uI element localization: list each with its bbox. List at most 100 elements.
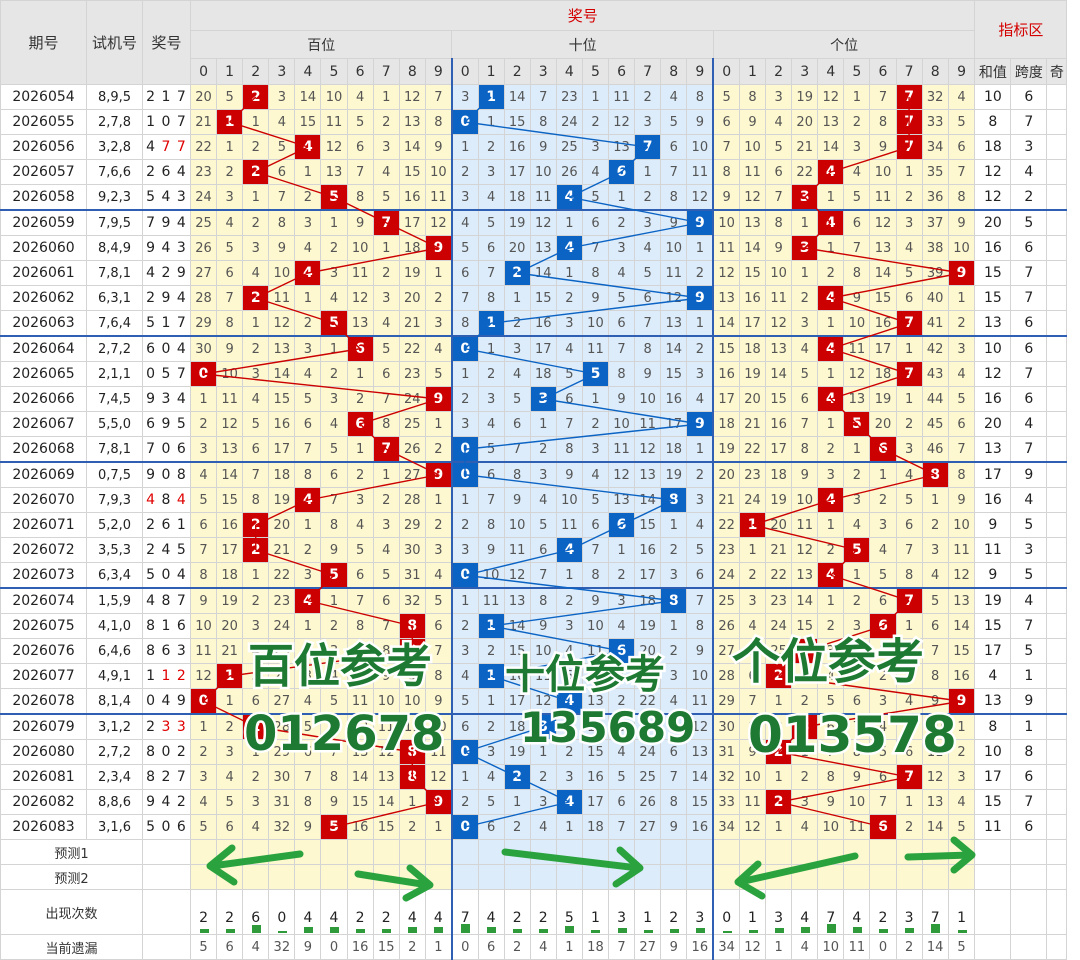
prediction-cell[interactable]: [450, 864, 479, 890]
prediction-cell[interactable]: [346, 864, 374, 890]
prediction-cell[interactable]: [660, 864, 688, 890]
prediction-cell[interactable]: [765, 864, 793, 890]
prediction-cell[interactable]: [921, 864, 949, 890]
prediction-cell[interactable]: [581, 839, 610, 865]
tens-miss-cell: 9: [660, 209, 688, 236]
prediction-cell[interactable]: [817, 864, 845, 890]
prediction-cell[interactable]: [738, 839, 767, 865]
tens-miss-cell: 8: [607, 361, 636, 387]
prediction-cell[interactable]: [372, 839, 400, 865]
draw-digit: 4: [161, 693, 177, 709]
prediction-cell[interactable]: [895, 839, 923, 865]
hundreds-miss-cell: 4: [268, 109, 296, 135]
period-cell: 2026054: [0, 84, 87, 110]
prediction-cell[interactable]: [921, 839, 949, 865]
prediction-cell[interactable]: [817, 839, 845, 865]
units-hit-cell: 7: [895, 109, 923, 135]
prediction-cell[interactable]: [242, 864, 270, 890]
prediction-cell[interactable]: [607, 839, 636, 865]
prediction-cell[interactable]: [634, 839, 662, 865]
prediction-cell[interactable]: [634, 864, 662, 890]
prediction-cell[interactable]: [712, 839, 740, 865]
units-miss-cell: 9: [791, 461, 819, 488]
tens-miss-cell: 1: [450, 134, 479, 160]
prediction-cell[interactable]: [189, 864, 218, 890]
draw-number-header[interactable]: 奖号: [142, 0, 191, 85]
period-header[interactable]: 期号: [0, 0, 87, 85]
hundreds-miss-cell: 4: [346, 84, 374, 110]
indicator-area-header[interactable]: 指标区: [974, 0, 1068, 59]
prediction-cell[interactable]: [555, 864, 583, 890]
digit-header-hundreds-7: 7: [372, 58, 400, 85]
trial-number-header[interactable]: 试机号: [86, 0, 143, 85]
span-cell: 2: [1010, 184, 1048, 211]
prediction-cell[interactable]: [529, 864, 557, 890]
units-miss-cell: 10: [947, 512, 976, 538]
prediction-cell[interactable]: [320, 864, 348, 890]
odd-header[interactable]: 奇: [1046, 58, 1068, 85]
prediction-cell[interactable]: [294, 864, 322, 890]
prediction-cell[interactable]: [216, 839, 244, 865]
units-miss-cell: 37: [921, 209, 949, 236]
prediction-cell[interactable]: [424, 839, 453, 865]
sum-cell: 18: [974, 134, 1012, 160]
digit-header-units-4: 4: [817, 58, 845, 85]
prediction-cell[interactable]: [712, 864, 740, 890]
prediction-cell[interactable]: [450, 839, 479, 865]
draw-digit: 0: [161, 467, 177, 483]
sum-header[interactable]: 和值: [974, 58, 1012, 85]
tens-miss-cell: 2: [503, 814, 531, 840]
prediction-cell[interactable]: [424, 864, 453, 890]
prediction-cell[interactable]: [242, 839, 270, 865]
prediction-cell[interactable]: [477, 864, 505, 890]
units-miss-cell: 11: [947, 537, 976, 563]
odd-cell: [1046, 285, 1068, 311]
tens-miss-cell: 10: [607, 411, 636, 437]
trial-number-cell: 8,1,4: [86, 688, 143, 715]
prediction-cell[interactable]: [398, 839, 426, 865]
prediction-cell[interactable]: [791, 839, 819, 865]
prediction-cell[interactable]: [686, 864, 714, 890]
prediction-cell[interactable]: [503, 864, 531, 890]
prediction-cell[interactable]: [895, 864, 923, 890]
prediction-cell[interactable]: [268, 839, 296, 865]
prediction-cell[interactable]: [477, 839, 505, 865]
prediction-cell[interactable]: [189, 839, 218, 865]
prediction-cell[interactable]: [843, 864, 871, 890]
prediction-cell[interactable]: [843, 839, 871, 865]
tens-miss-cell: 1: [555, 209, 583, 236]
units-hit-cell: 5: [843, 537, 871, 563]
hundreds-miss-cell: 14: [346, 764, 374, 790]
prediction-cell[interactable]: [869, 864, 897, 890]
prediction-cell[interactable]: [268, 864, 296, 890]
prediction-cell[interactable]: [372, 864, 400, 890]
prediction-cell[interactable]: [581, 864, 610, 890]
prediction-cell[interactable]: [294, 839, 322, 865]
prediction-cell[interactable]: [398, 864, 426, 890]
prediction-cell[interactable]: [791, 864, 819, 890]
sum-cell: 20: [974, 411, 1012, 437]
prediction-cell[interactable]: [869, 839, 897, 865]
prediction-cell[interactable]: [503, 839, 531, 865]
prediction-cell[interactable]: [216, 864, 244, 890]
draw-number-cell: 8 2 7: [142, 764, 191, 790]
prediction-cell[interactable]: [320, 839, 348, 865]
tens-miss-cell: 6: [503, 411, 531, 437]
prediction-cell[interactable]: [660, 839, 688, 865]
count-cell: 2: [372, 889, 400, 935]
hundreds-miss-cell: 1: [294, 512, 322, 538]
prediction-cell[interactable]: [346, 839, 374, 865]
prediction-cell[interactable]: [738, 864, 767, 890]
prediction-cell[interactable]: [555, 839, 583, 865]
empty-cell: [1046, 889, 1068, 935]
span-header[interactable]: 跨度: [1010, 58, 1048, 85]
prediction-cell[interactable]: [765, 839, 793, 865]
prediction-cell[interactable]: [947, 839, 976, 865]
prediction-cell[interactable]: [947, 864, 976, 890]
prediction-cell[interactable]: [529, 839, 557, 865]
count-value: 4: [433, 910, 443, 926]
prediction-cell[interactable]: [686, 839, 714, 865]
hundreds-miss-cell: 6: [372, 361, 400, 387]
prediction-cell[interactable]: [607, 864, 636, 890]
hundreds-hit-cell: 7: [372, 209, 400, 236]
